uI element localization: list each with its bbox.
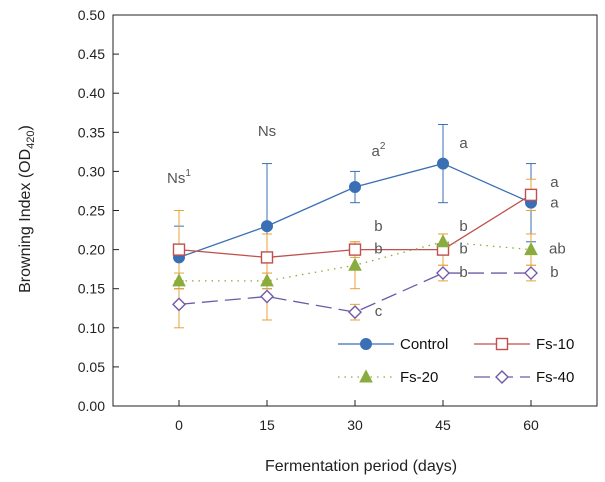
annotation-label: a — [459, 135, 468, 152]
y-axis-label-subscript: 420 — [25, 130, 37, 148]
data-point-fs-10 — [172, 243, 186, 256]
legend-label-fs-10: Fs-10 — [536, 336, 574, 353]
y-tick-label: 0.05 — [78, 359, 105, 375]
annotation-text: a — [372, 143, 381, 160]
annotation-superscript: 2 — [380, 141, 386, 152]
data-point-fs-40 — [172, 297, 186, 312]
y-axis-label-end: ) — [17, 125, 34, 130]
y-tick-label: 0.35 — [78, 124, 105, 140]
y-axis-label-main: Browning Index (OD — [17, 149, 34, 293]
annotation-label: Ns1 — [167, 168, 191, 187]
annotation-label: Ns — [258, 123, 276, 140]
data-point-fs-20 — [524, 242, 538, 256]
annotation-superscript: 1 — [185, 168, 191, 179]
data-point-fs-40 — [524, 266, 538, 281]
annotation-text: b — [374, 218, 382, 235]
annotation-label: b — [374, 241, 382, 258]
annotation-text: b — [459, 264, 467, 281]
data-point-control — [349, 181, 361, 194]
plot-frame-group — [112, 14, 598, 407]
annotation-label: a — [550, 174, 559, 191]
y-tick-label: 0.30 — [78, 163, 105, 179]
annotation-text: ab — [549, 241, 566, 258]
y-tick-label: 0.10 — [78, 320, 105, 336]
data-point-fs-20 — [348, 257, 362, 271]
data-point-fs-20 — [260, 273, 274, 287]
legend-marker-fs-20 — [359, 369, 373, 383]
series-line-fs-40 — [178, 272, 531, 313]
legend-label-fs-20: Fs-20 — [400, 369, 438, 386]
annotation-label: b — [459, 241, 467, 258]
annotation-label: c — [375, 303, 383, 320]
data-point-fs-10 — [524, 188, 538, 202]
data-point-control — [437, 157, 449, 170]
x-tick-label: 15 — [259, 417, 275, 433]
data-point-fs-40 — [260, 289, 274, 304]
y-tick-label: 0.00 — [78, 398, 105, 414]
annotation-text: b — [550, 264, 558, 281]
annotation-text: c — [375, 303, 383, 320]
annotation-label: b — [550, 264, 558, 281]
annotation-text: b — [459, 218, 467, 235]
plot-frame — [112, 14, 598, 407]
data-point-control — [261, 220, 273, 233]
x-tick-label: 30 — [347, 417, 363, 433]
legend-marker-control — [360, 338, 372, 350]
y-tick-label: 0.45 — [78, 46, 105, 62]
annotation-text: a — [550, 194, 559, 211]
y-axis-ticks: 0.00 0.05 0.10 0.15 0.20 0.25 0.30 0.35 0.40 0.45… — [78, 7, 119, 414]
annotation-text: a — [550, 174, 559, 191]
annotation-label: b — [459, 218, 467, 235]
x-axis-ticks: 0 15 30 45 60 — [175, 400, 539, 433]
legend-label-control: Control — [400, 336, 448, 353]
legend: Control Fs-10 Fs-20 Fs-40 — [338, 336, 574, 386]
annotation-label: b — [374, 218, 382, 235]
annotation-label: ab — [549, 241, 566, 258]
data-point-fs-20 — [172, 273, 186, 287]
y-tick-label: 0.15 — [78, 281, 105, 297]
series-line-fs-20 — [179, 241, 532, 282]
x-tick-label: 60 — [523, 417, 539, 433]
data-point-fs-40 — [348, 305, 362, 320]
y-tick-label: 0.25 — [78, 203, 105, 219]
data-point-fs-10 — [348, 243, 362, 256]
legend-marker-fs-10 — [495, 337, 509, 351]
series-markers — [172, 157, 538, 320]
y-tick-label: 0.40 — [78, 85, 105, 101]
legend-label-fs-40: Fs-40 — [536, 369, 574, 386]
x-tick-label: 45 — [435, 417, 451, 433]
data-point-fs-10 — [260, 251, 274, 264]
x-axis-label: Fermentation period (days) — [265, 458, 457, 475]
annotation-text: Ns — [258, 123, 276, 140]
y-tick-label: 0.50 — [78, 7, 105, 23]
annotation-text: b — [374, 241, 382, 258]
annotation-text: Ns — [167, 170, 185, 187]
data-point-fs-20 — [436, 234, 450, 248]
annotation-text: a — [459, 135, 468, 152]
y-axis-label: Browning Index (OD420) — [17, 125, 37, 293]
legend-marker-fs-40 — [495, 370, 509, 384]
annotation-label: a — [550, 194, 559, 211]
x-tick-label: 0 — [175, 417, 183, 433]
annotation-label: b — [459, 264, 467, 281]
annotation-text: b — [459, 241, 467, 258]
y-tick-label: 0.20 — [78, 242, 105, 258]
annotation-label: a2 — [372, 141, 386, 160]
data-point-fs-40 — [436, 266, 450, 281]
